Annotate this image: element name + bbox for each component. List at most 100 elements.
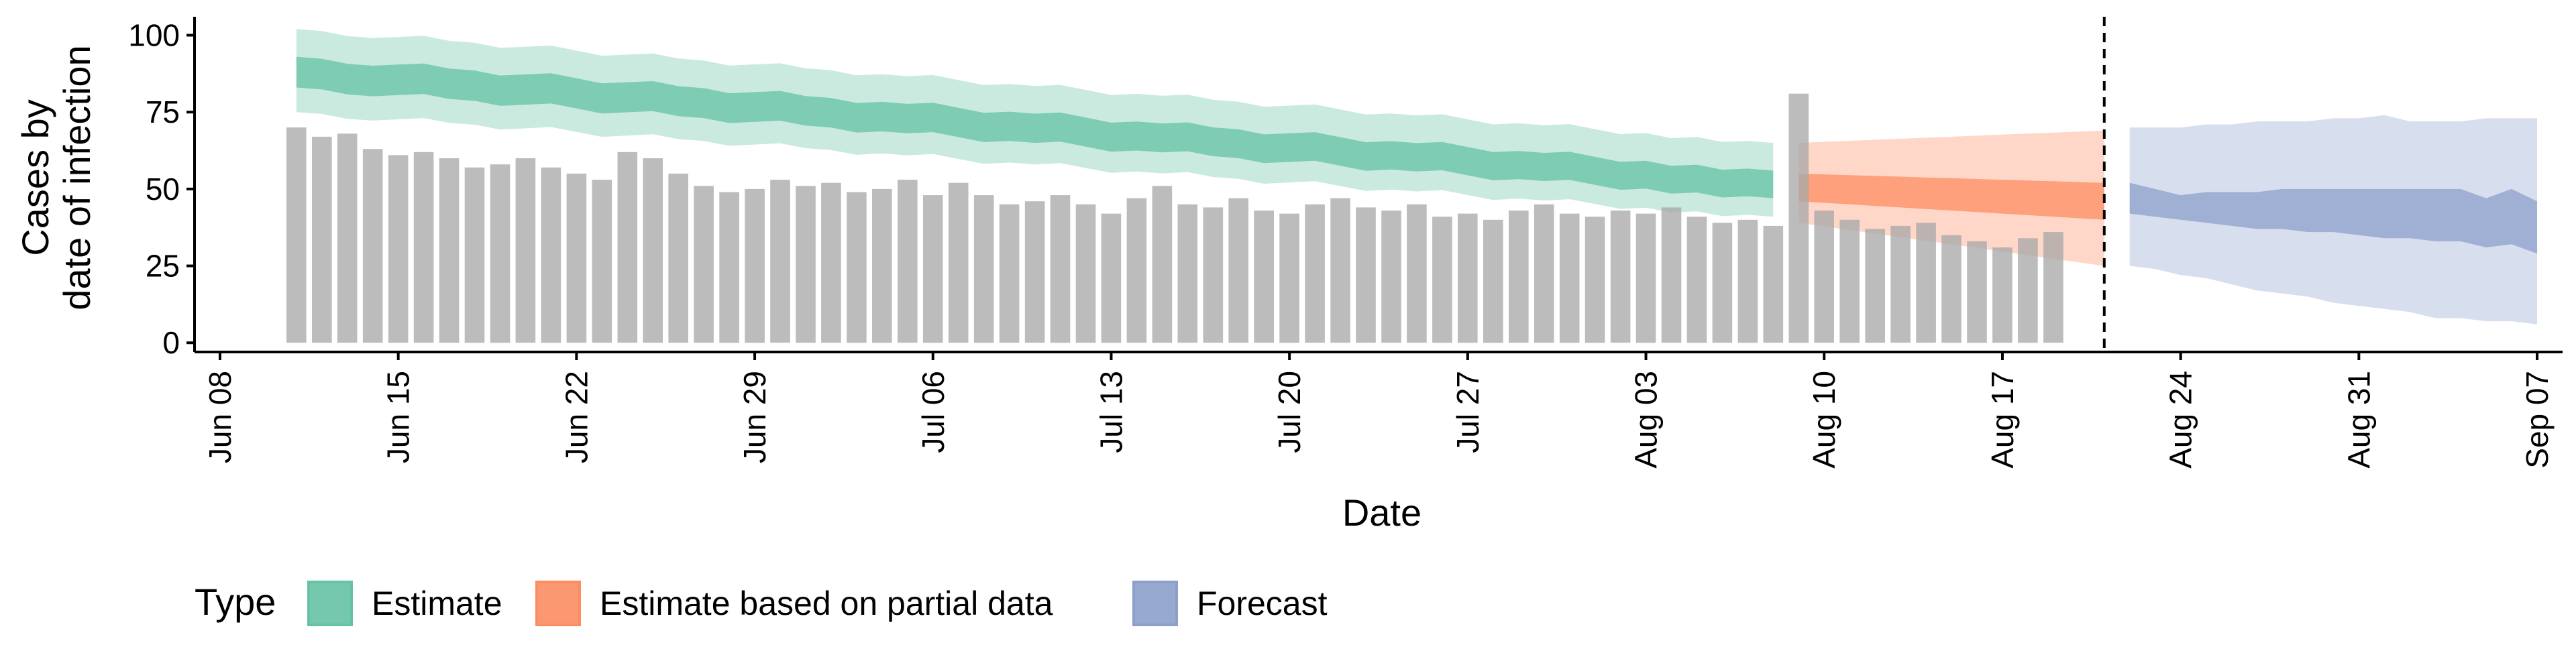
observed-cases-bar bbox=[1024, 201, 1045, 343]
observed-cases-bar bbox=[1254, 211, 1274, 343]
observed-cases-bar bbox=[1890, 225, 1911, 343]
observed-cases-bar bbox=[362, 149, 383, 343]
y-tick-label: 0 bbox=[162, 325, 180, 360]
observed-cases-bar bbox=[617, 152, 638, 343]
legend-label-estimate: Estimate bbox=[372, 585, 502, 622]
observed-cases-bar bbox=[821, 182, 841, 343]
observed-cases-bar bbox=[1381, 211, 1401, 343]
observed-cases-bar bbox=[1763, 225, 1784, 343]
observed-cases-bar bbox=[2043, 232, 2063, 343]
observed-cases-bar bbox=[1050, 195, 1071, 343]
observed-cases-bar bbox=[566, 173, 587, 343]
observed-cases-bar bbox=[719, 192, 739, 343]
legend-swatch-forecast bbox=[1132, 581, 1178, 626]
observed-cases-bar bbox=[948, 182, 969, 343]
y-tick-label: 75 bbox=[146, 95, 180, 129]
observed-cases-bar bbox=[1814, 211, 1834, 343]
observed-cases-bar bbox=[1941, 235, 1962, 343]
observed-cases-bar bbox=[1152, 186, 1173, 343]
axes-layer bbox=[193, 17, 2563, 353]
x-tick-label: Jun 15 bbox=[381, 371, 416, 463]
ribbons-layer bbox=[296, 29, 2537, 325]
x-tick-label: Jun 22 bbox=[559, 371, 594, 463]
observed-cases-bar bbox=[286, 127, 307, 343]
observed-cases-bar bbox=[1635, 213, 1656, 343]
observed-cases-bar bbox=[1992, 247, 2012, 343]
forecast-ribbon-50 bbox=[2129, 182, 2537, 254]
observed-cases-bar bbox=[490, 164, 511, 343]
observed-cases-bar bbox=[541, 167, 561, 343]
x-tick-label: Jul 06 bbox=[916, 371, 951, 453]
observed-cases-bar bbox=[1712, 223, 1733, 343]
observed-cases-bar bbox=[1509, 211, 1529, 343]
observed-cases-bar bbox=[922, 195, 943, 343]
observed-cases-bar bbox=[1585, 217, 1605, 343]
x-tick-label: Jul 27 bbox=[1450, 371, 1485, 453]
observed-cases-bar bbox=[999, 204, 1020, 343]
observed-cases-bar bbox=[1610, 211, 1631, 343]
observed-cases-bar bbox=[1305, 204, 1325, 343]
observed-cases-bar bbox=[1228, 198, 1248, 343]
y-tick-label: 25 bbox=[146, 249, 180, 284]
x-tick-label: Aug 24 bbox=[2163, 371, 2198, 469]
bars-layer bbox=[286, 93, 2063, 343]
x-tick-label: Jun 29 bbox=[737, 371, 772, 463]
observed-cases-bar bbox=[643, 158, 663, 343]
legend-title: Type bbox=[195, 581, 276, 623]
observed-cases-bar bbox=[1559, 213, 1580, 343]
legend: Type Estimate Estimate based on partial d… bbox=[195, 581, 1328, 626]
observed-cases-bar bbox=[1203, 207, 1224, 343]
observed-cases-bar bbox=[464, 167, 485, 343]
x-tick-label: Sep 07 bbox=[2520, 371, 2555, 469]
y-tick-label: 50 bbox=[146, 172, 180, 207]
legend-label-estimate-based-on-partial-data: Estimate based on partial data bbox=[600, 585, 1053, 622]
observed-cases-bar bbox=[1967, 241, 1987, 343]
observed-cases-bar bbox=[1661, 207, 1682, 343]
observed-cases-bar bbox=[388, 155, 409, 343]
observed-cases-bar bbox=[898, 180, 918, 343]
observed-cases-bar bbox=[745, 188, 765, 343]
observed-cases-bar bbox=[1483, 219, 1503, 343]
observed-cases-bar bbox=[973, 195, 994, 343]
legend-label-forecast: Forecast bbox=[1197, 585, 1328, 622]
x-tick-label: Aug 10 bbox=[1807, 371, 1841, 469]
y-axis-title-line-2: date of infection bbox=[56, 45, 98, 310]
y-axis-title-line-1: Cases by bbox=[14, 99, 56, 255]
observed-cases-bar bbox=[694, 186, 714, 343]
observed-cases-bar bbox=[1865, 229, 1885, 343]
observed-cases-bar bbox=[337, 133, 358, 343]
observed-cases-bar bbox=[872, 188, 892, 343]
observed-cases-bar bbox=[1177, 204, 1198, 343]
x-tick-label: Jul 20 bbox=[1272, 371, 1307, 453]
observed-cases-bar bbox=[312, 136, 332, 343]
observed-cases-bar bbox=[1075, 204, 1096, 343]
observed-cases-bar bbox=[1126, 198, 1147, 343]
x-axis-title: Date bbox=[1342, 491, 1421, 534]
legend-swatch-estimate-based-on-partial-data bbox=[535, 581, 581, 626]
observed-cases-bar bbox=[1534, 204, 1554, 343]
legend-swatch-estimate bbox=[307, 581, 353, 626]
estimate-based-on-partial-data-ribbon-50 bbox=[1799, 173, 2104, 220]
x-tick-label: Jul 13 bbox=[1093, 371, 1128, 453]
x-ticks: Jun 08 Jun 15 Jun 22 Jun 29 Jul 06 Jul 13 Jul … bbox=[203, 352, 2555, 469]
observed-cases-bar bbox=[1788, 93, 1809, 343]
observed-cases-bar bbox=[1356, 207, 1376, 343]
observed-cases-bar bbox=[1458, 213, 1478, 343]
observed-cases-bar bbox=[1101, 213, 1122, 343]
observed-cases-bar bbox=[439, 158, 460, 343]
observed-cases-bar bbox=[668, 173, 688, 343]
y-ticks: 0 25 50 75 100 bbox=[128, 18, 195, 360]
observed-cases-bar bbox=[2018, 238, 2038, 343]
observed-cases-bar bbox=[592, 180, 612, 343]
x-tick-label: Aug 17 bbox=[1985, 371, 2020, 469]
observed-cases-bar bbox=[1407, 204, 1427, 343]
x-tick-label: Aug 31 bbox=[2341, 371, 2376, 469]
estimate-ribbon-50 bbox=[296, 56, 1774, 198]
observed-cases-bar bbox=[770, 180, 790, 343]
observed-cases-bar bbox=[1916, 223, 1936, 343]
observed-cases-bar bbox=[847, 192, 867, 343]
observed-cases-bar bbox=[1279, 213, 1299, 343]
observed-cases-bar bbox=[1737, 219, 1758, 343]
